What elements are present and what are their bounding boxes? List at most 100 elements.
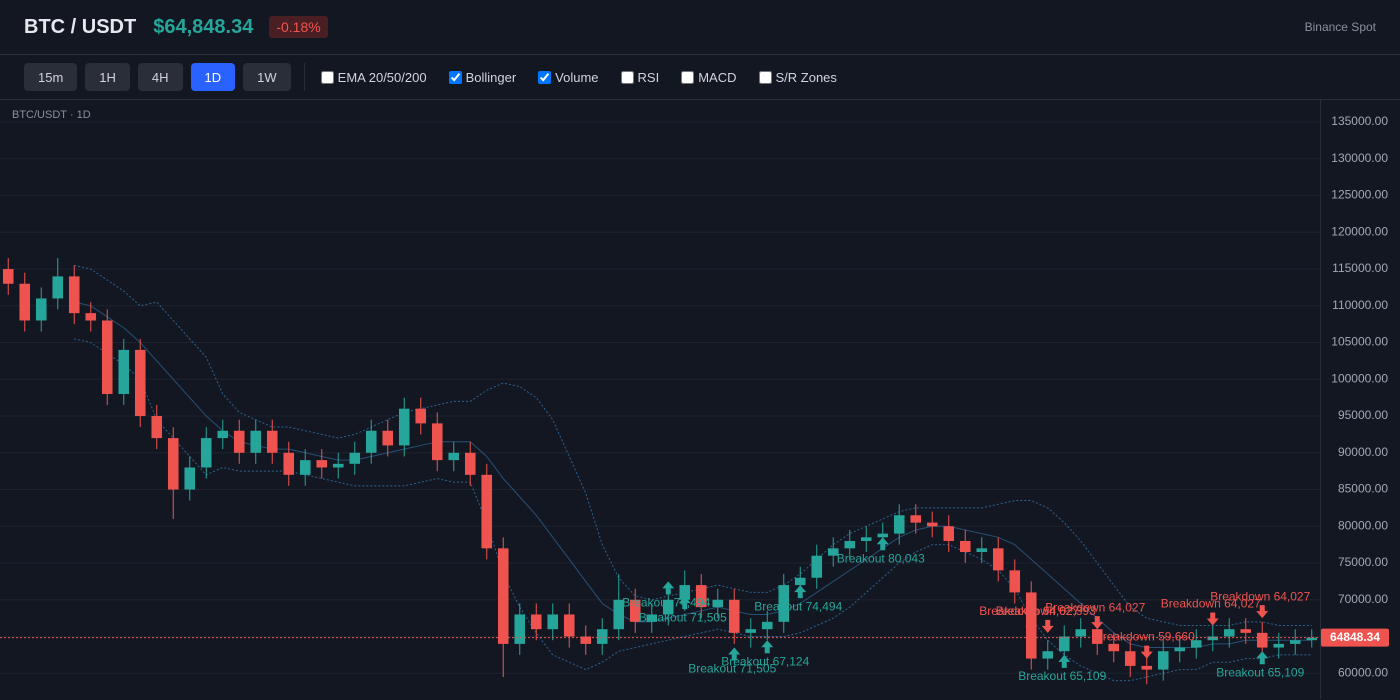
candle-body bbox=[481, 474, 493, 549]
timeframe-button[interactable]: 1W bbox=[243, 63, 291, 91]
candle-body bbox=[877, 533, 889, 538]
checkbox[interactable] bbox=[320, 70, 334, 84]
signal-label: Breakdown 64,027 bbox=[1045, 600, 1145, 614]
checkbox[interactable] bbox=[681, 70, 695, 84]
candle-body bbox=[217, 430, 229, 439]
candle-body bbox=[695, 585, 707, 608]
checkbox[interactable] bbox=[620, 70, 634, 84]
signal-arrow bbox=[678, 596, 691, 610]
indicator-toggle[interactable]: EMA 20/50/200 bbox=[320, 69, 427, 85]
y-tick-label: 135000.00 bbox=[1331, 114, 1388, 128]
candle-body bbox=[200, 438, 212, 468]
candle-body bbox=[778, 585, 790, 622]
signal-label: Breakdown 64,027 bbox=[1210, 589, 1310, 603]
bollinger-lower bbox=[74, 338, 1312, 682]
timeframe-button[interactable]: 15m bbox=[24, 63, 78, 91]
signal-arrow bbox=[1256, 605, 1269, 619]
timeframe-button[interactable]: 1D bbox=[190, 63, 236, 91]
candle-body bbox=[1124, 651, 1136, 666]
signal-label: Breakdown 62,393 bbox=[996, 604, 1096, 618]
y-tick-label: 75000.00 bbox=[1338, 555, 1388, 569]
candle-body bbox=[893, 515, 905, 534]
candle-body bbox=[448, 452, 460, 461]
candle-body bbox=[1190, 640, 1202, 648]
bollinger-middle bbox=[74, 301, 1312, 649]
y-tick-label: 105000.00 bbox=[1331, 335, 1388, 349]
candle-body bbox=[959, 540, 971, 553]
signal-arrow bbox=[1256, 651, 1269, 665]
indicator-toggle[interactable]: RSI bbox=[620, 70, 659, 85]
candle-body bbox=[1306, 637, 1318, 641]
signal-arrow bbox=[1140, 645, 1153, 659]
y-tick-label: 70000.00 bbox=[1338, 592, 1388, 606]
last-price-label: 64848.34 bbox=[1330, 630, 1380, 644]
candle-body bbox=[118, 349, 130, 394]
signal-arrow bbox=[1041, 619, 1054, 633]
candle-body bbox=[316, 460, 328, 468]
indicator-toggle[interactable]: Volume bbox=[538, 69, 599, 85]
candle-body bbox=[85, 313, 97, 321]
candle-body bbox=[514, 614, 526, 644]
indicator-label: EMA 20/50/200 bbox=[337, 69, 427, 85]
candle-body bbox=[679, 585, 691, 600]
candle-body bbox=[794, 577, 806, 586]
symbol: BTC / USDT bbox=[24, 15, 137, 38]
y-tick-label: 120000.00 bbox=[1331, 224, 1388, 238]
timeframe-button[interactable]: 4H bbox=[137, 63, 183, 91]
candle-body bbox=[2, 269, 14, 284]
candle-body bbox=[1091, 629, 1103, 644]
candle-body bbox=[184, 467, 196, 490]
timeframes: 15m 1H 4H 1D 1W bbox=[24, 63, 299, 91]
candle-body bbox=[1240, 629, 1252, 633]
indicator-toggle[interactable]: MACD bbox=[681, 69, 737, 85]
candle-body bbox=[233, 430, 245, 453]
candle-body bbox=[167, 438, 179, 490]
candle-body bbox=[266, 430, 278, 453]
indicator-label: Volume bbox=[555, 69, 599, 85]
signal-label: Breakout 65,109 bbox=[1018, 669, 1106, 683]
candle-body bbox=[728, 599, 740, 633]
candle-body bbox=[101, 320, 113, 394]
signal-label: Breakout 67,124 bbox=[721, 654, 809, 668]
candle-body bbox=[68, 276, 80, 314]
timeframe-button[interactable]: 1H bbox=[85, 63, 130, 91]
candle-body bbox=[1256, 632, 1268, 648]
y-tick-label: 130000.00 bbox=[1331, 151, 1388, 165]
indicator-label: MACD bbox=[698, 69, 737, 85]
checkbox[interactable] bbox=[538, 70, 552, 84]
candle-body bbox=[761, 621, 773, 630]
candle-body bbox=[910, 515, 922, 523]
chart-label: BTC/USDT · 1D bbox=[12, 109, 91, 121]
indicator-toggle[interactable]: S/R Zones bbox=[758, 69, 837, 85]
candle-body bbox=[1075, 629, 1087, 637]
indicator-toggle[interactable]: Bollinger bbox=[448, 69, 517, 85]
checkbox[interactable] bbox=[448, 70, 462, 84]
indicators: EMA 20/50/200 Bollinger Volume RSI MACD S/R Z… bbox=[320, 69, 859, 85]
candle-body bbox=[431, 423, 443, 461]
y-tick-label: 90000.00 bbox=[1338, 445, 1388, 459]
y-tick-label: 60000.00 bbox=[1338, 665, 1388, 679]
candle-body bbox=[250, 430, 262, 453]
candle-body bbox=[992, 548, 1004, 571]
candle-body bbox=[134, 349, 146, 417]
candle-body bbox=[547, 614, 559, 630]
candle-body bbox=[976, 548, 988, 553]
signal-arrow bbox=[1025, 619, 1038, 633]
indicator-label: S/R Zones bbox=[775, 69, 837, 85]
candle-body bbox=[299, 460, 311, 475]
signal-arrow bbox=[876, 537, 889, 551]
signal-arrow bbox=[761, 640, 774, 654]
signal-arrow bbox=[1206, 612, 1219, 626]
candle-body bbox=[629, 599, 641, 622]
header: BTC / USDT $64,848.34 -0.18% Binance Spo… bbox=[0, 0, 1400, 55]
candle-body bbox=[662, 599, 674, 615]
candle-body bbox=[464, 452, 476, 475]
signal-arrow bbox=[662, 581, 675, 595]
candle-body bbox=[530, 614, 542, 630]
candle-body bbox=[283, 452, 295, 475]
indicator-label: Bollinger bbox=[465, 69, 517, 85]
checkbox[interactable] bbox=[758, 70, 772, 84]
signal-arrow bbox=[1058, 654, 1071, 668]
